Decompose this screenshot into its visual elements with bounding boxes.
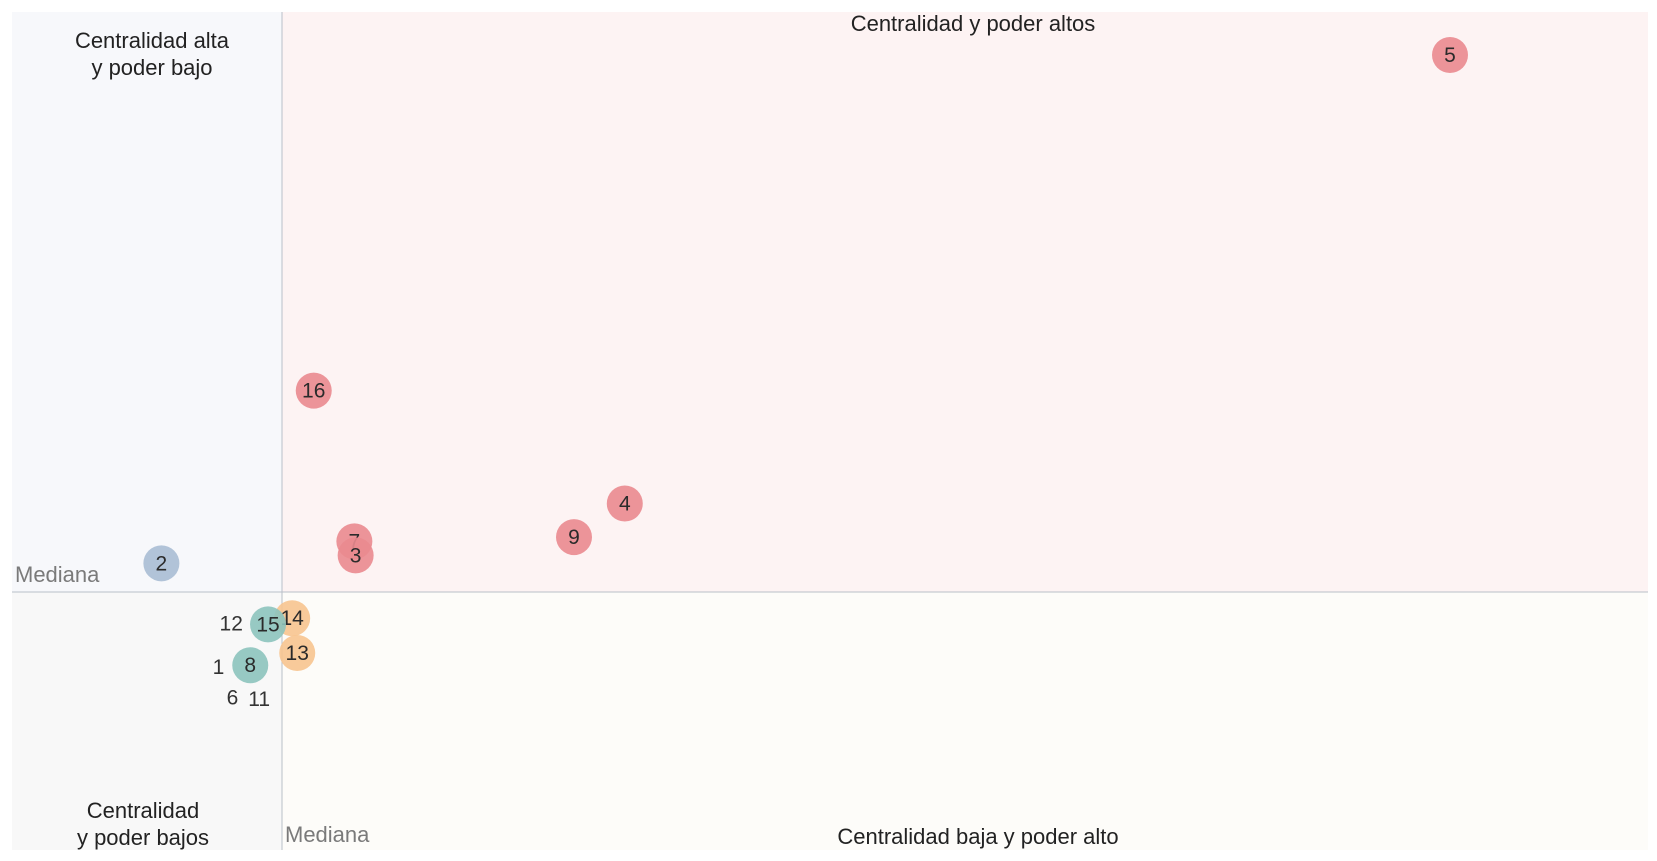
quadrant-top-left bbox=[12, 12, 282, 592]
point-label: 8 bbox=[244, 654, 256, 677]
point-bubble bbox=[279, 635, 316, 672]
data-point-9[interactable]: 9 bbox=[556, 519, 592, 556]
point-bubble bbox=[1432, 37, 1468, 73]
point-label: 3 bbox=[350, 544, 362, 567]
data-point-16[interactable]: 16 bbox=[295, 372, 332, 409]
quadrant-backgrounds bbox=[12, 12, 1648, 850]
point-label: 13 bbox=[286, 642, 309, 665]
data-point-3[interactable]: 3 bbox=[337, 537, 374, 574]
point-bubble bbox=[337, 537, 374, 574]
point-label: 16 bbox=[302, 380, 325, 403]
point-label: 15 bbox=[256, 613, 279, 636]
point-bubble bbox=[250, 606, 287, 643]
point-bubble bbox=[232, 647, 269, 684]
quadrant-bottom-left bbox=[12, 592, 282, 850]
point-label-11: 11 bbox=[248, 688, 270, 711]
median-lines bbox=[12, 12, 1648, 850]
data-point-5[interactable]: 5 bbox=[1432, 37, 1468, 73]
quadrant-top-right bbox=[282, 12, 1648, 592]
point-bubble bbox=[556, 519, 592, 556]
point-label-12: 12 bbox=[220, 613, 243, 636]
quadrant-label-bottom-right: Centralidad baja y poder alto bbox=[837, 824, 1118, 849]
data-point-2[interactable]: 2 bbox=[143, 545, 180, 582]
median-label-y: Mediana bbox=[15, 562, 100, 587]
point-label: 14 bbox=[280, 607, 304, 630]
quadrant-label-top-right: Centralidad y poder altos bbox=[851, 11, 1096, 36]
quadrant-labels: Centralidad alta y poder bajo Centralidad … bbox=[75, 11, 1119, 850]
point-bubble bbox=[295, 372, 332, 409]
data-point-13[interactable]: 13 bbox=[279, 635, 316, 672]
data-point-8[interactable]: 8 bbox=[232, 647, 269, 684]
quadrant-label-top-left: Centralidad alta y poder bajo bbox=[75, 28, 230, 80]
point-label: 9 bbox=[568, 526, 580, 549]
median-label-x: Mediana bbox=[285, 822, 370, 847]
point-label-1: 1 bbox=[213, 656, 225, 679]
point-label: 5 bbox=[1444, 44, 1456, 67]
quadrant-bottom-right bbox=[282, 592, 1648, 850]
data-point-4[interactable]: 4 bbox=[606, 485, 643, 522]
data-points: 516497321413158121611 bbox=[143, 37, 1468, 711]
quadrant-label-bottom-left: Centralidad y poder bajos bbox=[77, 798, 209, 850]
point-bubble bbox=[606, 485, 643, 522]
point-label: 4 bbox=[619, 493, 631, 516]
point-label: 2 bbox=[156, 552, 168, 575]
data-point-15[interactable]: 15 bbox=[250, 606, 287, 643]
median-labels: Mediana Mediana bbox=[15, 562, 370, 847]
point-label-6: 6 bbox=[227, 687, 239, 710]
point-bubble bbox=[143, 545, 180, 582]
